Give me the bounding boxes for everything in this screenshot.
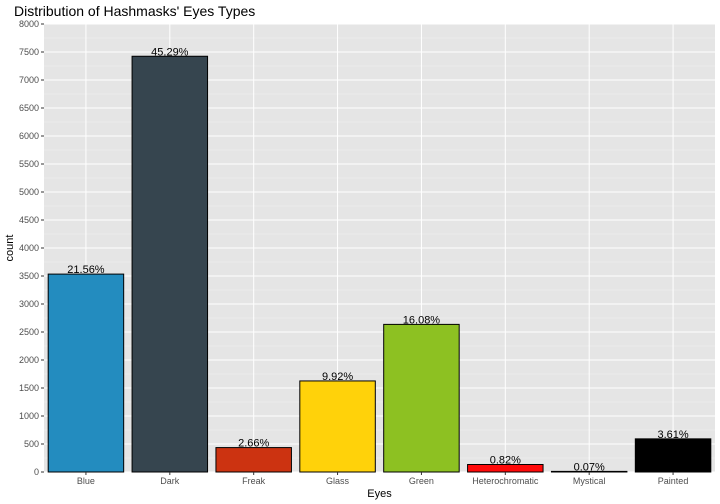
bar-green — [383, 323, 460, 473]
x-tick-label: Green — [409, 476, 434, 486]
y-tick-label: 3500 — [19, 271, 39, 281]
bar-painted — [634, 438, 712, 473]
data-labels: 21.56% 45.29% 2.66% 9.92% 16.08% 0.82% 0.07% 3.… — [67, 46, 689, 473]
y-tick-label: 8000 — [19, 19, 39, 29]
y-axis-title: count — [4, 235, 16, 262]
chart-title: Distribution of Hashmasks' Eyes Types — [14, 3, 255, 19]
y-tick-label: 7000 — [19, 75, 39, 85]
bar-glass — [299, 380, 376, 473]
bars — [47, 55, 712, 473]
data-label-dark: 45.29% — [151, 46, 189, 58]
y-tick-label: 1500 — [19, 383, 39, 393]
y-tick-label: 4500 — [19, 215, 39, 225]
bar-freak — [215, 447, 292, 473]
y-tick-label: 4000 — [19, 243, 39, 253]
x-tick-label: Blue — [77, 476, 95, 486]
y-tick-label: 2000 — [19, 355, 39, 365]
data-label-heterochromatic: 0.82% — [490, 454, 521, 466]
y-tick-label: 0 — [34, 467, 39, 477]
y-tick-label: 5000 — [19, 187, 39, 197]
y-tick-label: 1000 — [19, 411, 39, 421]
x-axis-title: Eyes — [367, 488, 392, 500]
y-tick-label: 6500 — [19, 103, 39, 113]
data-label-green: 16.08% — [403, 314, 441, 326]
x-tick-label: Freak — [242, 476, 266, 486]
y-tick-label: 3000 — [19, 299, 39, 309]
data-label-glass: 9.92% — [322, 371, 353, 383]
data-label-blue: 21.56% — [67, 264, 105, 276]
data-label-mystical: 0.07% — [574, 461, 605, 473]
y-tick-label: 2500 — [19, 327, 39, 337]
x-tick-label: Painted — [658, 476, 689, 486]
bar-dark — [131, 55, 209, 473]
x-tick-label: Mystical — [573, 476, 606, 486]
y-tick-label: 500 — [24, 439, 39, 449]
data-label-painted: 3.61% — [657, 429, 688, 441]
y-tick-label: 7500 — [19, 47, 39, 57]
x-tick-label: Dark — [160, 476, 180, 486]
x-tick-label: Glass — [326, 476, 350, 486]
x-axis: Blue Dark Freak Glass Green Heterochromatic My… — [77, 472, 688, 486]
y-tick-label: 5500 — [19, 159, 39, 169]
x-tick-label: Heterochromatic — [472, 476, 539, 486]
y-axis: 0 500 1000 1500 2000 2500 3000 3500 4000 4500 5000… — [19, 19, 44, 477]
y-tick-label: 6000 — [19, 131, 39, 141]
data-label-freak: 2.66% — [238, 438, 269, 450]
bar-blue — [47, 273, 125, 473]
